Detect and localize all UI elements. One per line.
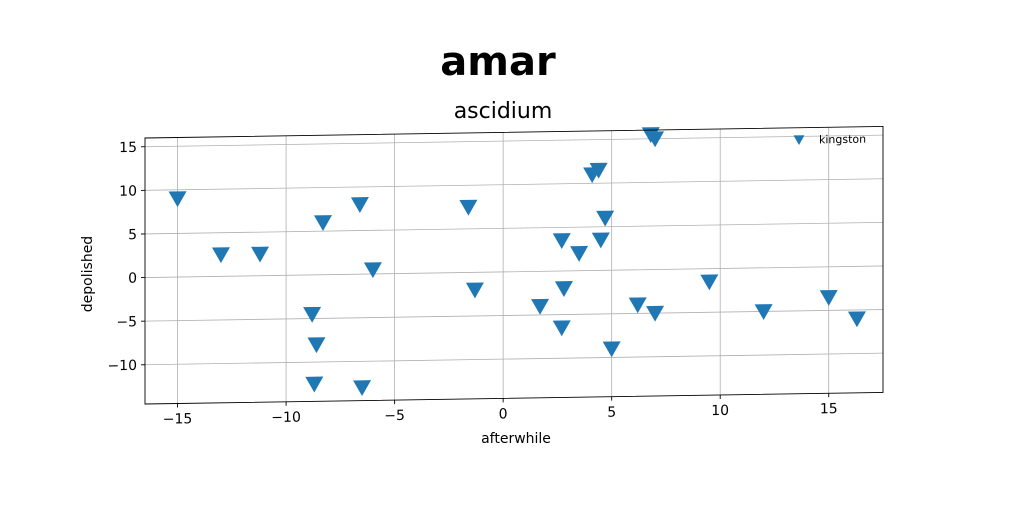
- y-axis-label: depolished: [80, 236, 96, 312]
- data-point: [570, 245, 589, 262]
- data-point: [596, 210, 615, 227]
- data-point: [531, 298, 550, 315]
- legend: kingston: [793, 133, 866, 147]
- chart-subtitle: ascidium: [454, 99, 553, 124]
- x-tick-label: −10: [271, 410, 301, 426]
- y-grid-line: [145, 309, 883, 322]
- y-grid-line: [145, 352, 883, 366]
- x-tick-label: 10: [711, 403, 729, 419]
- data-point: [819, 289, 838, 306]
- data-point: [646, 131, 665, 148]
- data-point: [646, 305, 665, 322]
- y-tick-label: 15: [119, 140, 137, 156]
- data-point: [211, 247, 230, 264]
- plot-area: −15 −10 −5 0 5 10 15 −10 −5 0 5 10 15 kingston: [107, 125, 884, 428]
- legend-marker: [793, 135, 805, 145]
- data-point: [307, 337, 326, 354]
- data-point: [353, 380, 372, 397]
- x-tick-label: 5: [607, 405, 616, 421]
- y-grid-line: [145, 221, 883, 235]
- x-tick-label: 15: [820, 401, 838, 417]
- x-axis-label: afterwhile: [481, 431, 551, 447]
- data-point: [552, 233, 571, 250]
- data-point: [591, 232, 610, 249]
- x-tick-label: −15: [163, 411, 193, 427]
- y-grid-line: [145, 178, 883, 191]
- data-points: [168, 127, 866, 397]
- y-grid-line: [145, 265, 883, 278]
- y-tick-label: 10: [119, 183, 137, 199]
- data-point: [700, 274, 719, 291]
- x-tick-label: −5: [384, 408, 405, 424]
- plot-frame: [144, 125, 884, 405]
- data-point: [459, 199, 478, 216]
- y-tick-label: 0: [128, 271, 137, 287]
- x-tick-label: 0: [499, 406, 508, 422]
- data-point: [602, 341, 621, 358]
- data-point: [303, 306, 322, 323]
- data-point: [305, 376, 324, 393]
- y-tick-label: −5: [116, 314, 137, 330]
- y-grid-line: [145, 134, 883, 148]
- y-axis-ticks: −10 −5 0 5 10 15: [107, 140, 145, 374]
- data-point: [554, 281, 573, 297]
- data-point: [847, 311, 866, 328]
- legend-label: kingston: [819, 133, 866, 147]
- data-point: [552, 320, 571, 337]
- chart-title: amar: [440, 39, 556, 85]
- data-point: [313, 215, 332, 231]
- grid-lines: [145, 127, 883, 404]
- data-point: [350, 197, 369, 213]
- data-point: [168, 191, 187, 208]
- data-point: [465, 282, 484, 299]
- y-tick-label: −10: [107, 358, 137, 374]
- y-tick-label: 5: [128, 227, 137, 243]
- data-point: [628, 297, 647, 314]
- data-point: [251, 246, 270, 263]
- data-point: [589, 162, 608, 179]
- data-point: [363, 262, 382, 279]
- x-axis-ticks: −15 −10 −5 0 5 10 15: [163, 393, 838, 428]
- data-point: [754, 304, 773, 320]
